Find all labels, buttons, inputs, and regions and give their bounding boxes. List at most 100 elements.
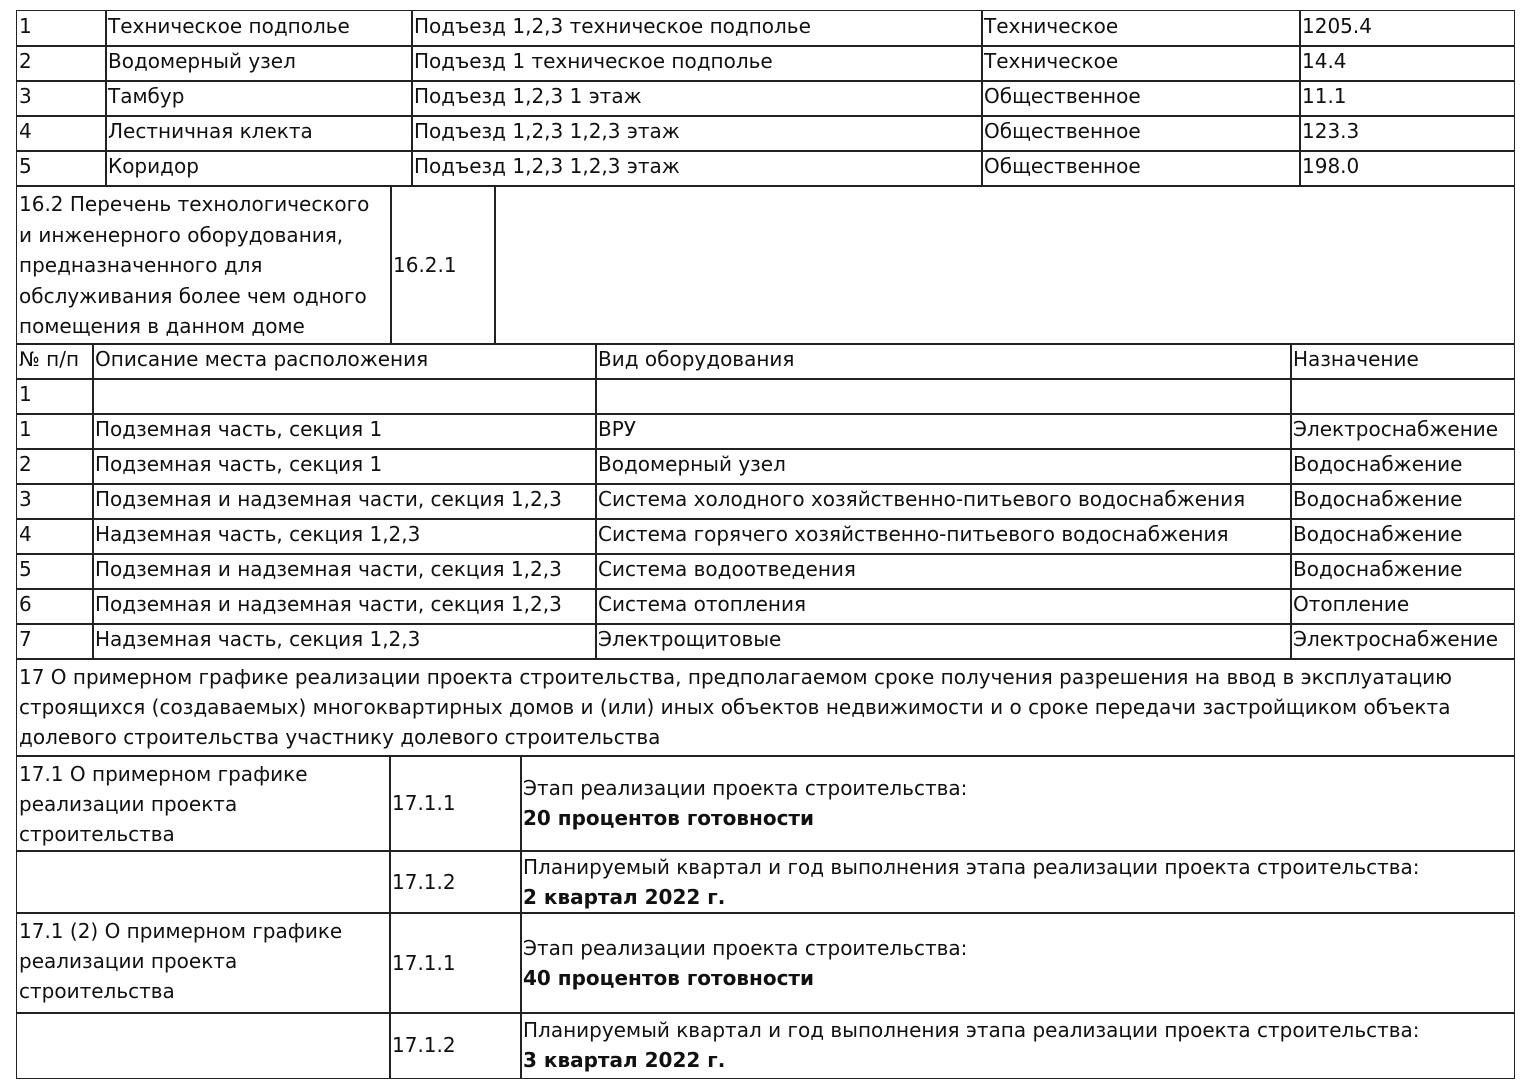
premises-cell: 1 [16, 10, 107, 47]
location: Надземная часть, секция 1,2,3 [95, 627, 421, 651]
premise-area: 123.3 [1302, 119, 1360, 143]
equipment-type: Система отопления [598, 592, 807, 616]
item-code: 17.1.2 [389, 850, 522, 914]
section-code: 16.2.1 [393, 252, 457, 277]
row-number: 4 [19, 522, 32, 546]
equipment-type: Система холодного хозяйственно-питьевого… [598, 487, 1246, 511]
premise-area: 198.0 [1302, 154, 1360, 178]
premise-area: 1205.4 [1302, 14, 1372, 38]
equipment-cell: 1 [16, 413, 94, 450]
equipment-cell: Водоснабжение [1290, 518, 1515, 555]
equipment-cell: Надземная часть, секция 1,2,3 [92, 623, 597, 660]
equipment-cell [595, 378, 1292, 415]
section-code: 17.1.1 [392, 950, 456, 975]
premise-type: Техническое [984, 14, 1119, 38]
equipment-cell: 4 [16, 518, 94, 555]
equipment-cell: Система горячего хозяйственно-питьевого … [595, 518, 1292, 555]
premises-cell: Лестничная клекта [105, 115, 413, 152]
item-value-text: 2 квартал 2022 г. [523, 884, 726, 909]
row-number: 5 [19, 557, 32, 581]
title-line: строительства [19, 822, 175, 846]
premises-cell: 4 [16, 115, 107, 152]
equipment-cell: Система отопления [595, 588, 1292, 625]
row-number: 2 [19, 452, 32, 476]
equipment-cell [92, 378, 597, 415]
premises-cell: 14.4 [1299, 45, 1515, 82]
row-number: 4 [19, 119, 32, 143]
title-line: помещения в данном доме [19, 314, 305, 338]
item-value-text: 3 квартал 2022 г. [523, 1048, 726, 1073]
location: Подземная и надземная части, секция 1,2,… [95, 592, 562, 616]
premises-cell: Водомерный узел [105, 45, 413, 82]
item-code: 17.1.2 [389, 1012, 522, 1079]
premises-cell: 1205.4 [1299, 10, 1515, 47]
premise-area: 11.1 [1302, 84, 1347, 108]
title-line: реализации проекта [19, 949, 238, 973]
block-title: 17.1 О примерном графике реализации проек… [16, 755, 391, 852]
equipment-type: Водомерный узел [598, 452, 786, 476]
column-header: Описание места расположения [95, 347, 429, 371]
premises-cell: Подъезд 1,2,3 техническое подполье [411, 10, 983, 47]
premises-cell: Коридор [105, 150, 413, 187]
equipment-cell: Электрощитовые [595, 623, 1292, 660]
premises-cell: Тамбур [105, 80, 413, 117]
premises-cell: 5 [16, 150, 107, 187]
title-line: 17.1 (2) О примерном графике [19, 919, 343, 943]
premises-cell: Техническое [981, 45, 1301, 82]
title-line: обслуживания более чем одного [19, 283, 367, 308]
premise-location: Подъезд 1,2,3 1,2,3 этаж [414, 119, 680, 143]
equipment-cell: Электроснабжение [1290, 623, 1515, 660]
premises-cell: Подъезд 1,2,3 1,2,3 этаж [411, 150, 983, 187]
title-line: 17.1 О примерном графике [19, 762, 308, 786]
premise-name: Техническое подполье [108, 14, 350, 38]
equipment-cell: Система водоотведения [595, 553, 1292, 590]
row-number: 1 [19, 382, 32, 406]
premise-location: Подъезд 1 техническое подполье [414, 49, 773, 73]
equipment-header-cell: Вид оборудования [595, 343, 1292, 380]
equipment-cell: Подземная и надземная части, секция 1,2,… [92, 588, 597, 625]
location: Надземная часть, секция 1,2,3 [95, 522, 421, 546]
block-title: 17.1 (2) О примерном графике реализации п… [16, 912, 391, 1014]
location: Подземная и надземная части, секция 1,2,… [95, 487, 562, 511]
title-line: 17 О примерном графике реализации проект… [19, 665, 1452, 689]
premise-name: Тамбур [108, 84, 185, 108]
item-code: 17.1.1 [389, 912, 522, 1014]
equipment-cell: 6 [16, 588, 94, 625]
title-line: долевого строительства участнику долевог… [19, 725, 661, 749]
row-number: 3 [19, 84, 32, 108]
premises-cell: Подъезд 1 техническое подполье [411, 45, 983, 82]
title-line: предназначенного для [19, 253, 263, 277]
equipment-cell: Подземная и надземная части, секция 1,2,… [92, 483, 597, 520]
equipment-cell: Водоснабжение [1290, 483, 1515, 520]
equipment-cell: Система холодного хозяйственно-питьевого… [595, 483, 1292, 520]
premise-type: Общественное [984, 119, 1141, 143]
equipment-cell: Подземная часть, секция 1 [92, 448, 597, 485]
section-code: 17.1.1 [392, 791, 456, 816]
row-number: 6 [19, 592, 32, 616]
equipment-cell: Электроснабжение [1290, 413, 1515, 450]
equipment-cell: 7 [16, 623, 94, 660]
premises-cell: 198.0 [1299, 150, 1515, 187]
equipment-cell: 5 [16, 553, 94, 590]
premise-area: 14.4 [1302, 49, 1347, 73]
row-number: 5 [19, 154, 32, 178]
purpose: Водоснабжение [1293, 557, 1463, 581]
purpose: Водоснабжение [1293, 452, 1463, 476]
premise-type: Общественное [984, 154, 1141, 178]
section-code: 17.1.2 [392, 1033, 456, 1058]
location: Подземная часть, секция 1 [95, 452, 383, 476]
premise-location: Подъезд 1,2,3 техническое подполье [414, 14, 811, 38]
premises-cell: 11.1 [1299, 80, 1515, 117]
equipment-header-cell: № п/п [16, 343, 94, 380]
equipment-cell: Надземная часть, секция 1,2,3 [92, 518, 597, 555]
premises-cell: 2 [16, 45, 107, 82]
section-16-2-code: 16.2.1 [390, 185, 496, 345]
purpose: Водоснабжение [1293, 487, 1463, 511]
item-value: Этап реализации проекта строительства: 40… [520, 912, 1515, 1014]
title-line: строящихся (создаваемых) многоквартирных… [19, 695, 1451, 719]
column-header: № п/п [19, 347, 80, 371]
premises-cell: 3 [16, 80, 107, 117]
equipment-cell: 2 [16, 448, 94, 485]
block-title-empty [16, 850, 391, 914]
location: Подземная часть, секция 1 [95, 417, 383, 441]
